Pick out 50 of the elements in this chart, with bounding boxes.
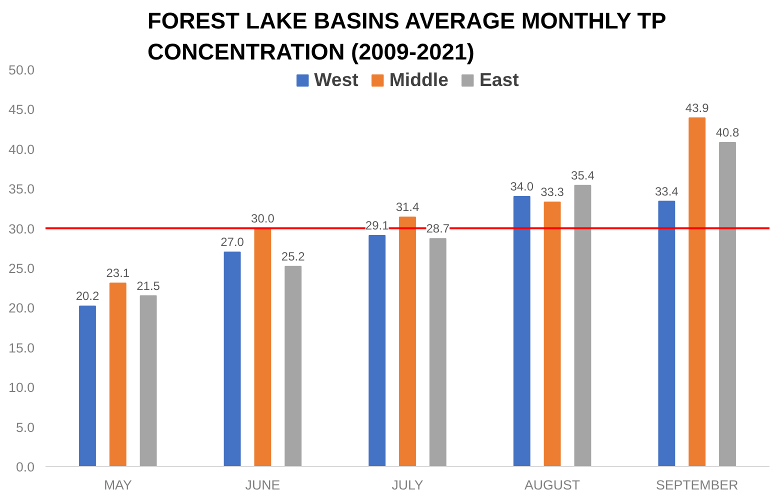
x-tick-label: SEPTEMBER [656,478,738,492]
bar [658,200,676,466]
bar [513,196,530,466]
data-label: 28.7 [426,222,450,236]
legend-label: Middle [389,69,448,91]
x-tick-label: AUGUST [524,478,580,492]
bar [399,216,416,466]
legend-label: West [314,69,358,91]
x-tick-label: MAY [104,478,132,492]
legend-label: East [479,69,519,91]
y-tick-label: 40.0 [8,142,35,157]
data-label: 33.4 [655,184,679,198]
bar [284,266,302,466]
data-label: 20.2 [76,289,100,304]
data-label: 21.5 [136,278,160,293]
data-label: 30.0 [251,211,275,226]
bar [429,238,446,466]
y-tick-label: 0.0 [16,460,35,474]
data-label: 23.1 [106,266,130,280]
bar [719,142,736,466]
x-tick-label: JULY [392,478,424,492]
data-label: 35.4 [571,168,595,182]
bar [688,117,706,466]
bar [79,306,96,466]
bar [254,228,272,466]
data-label: 25.2 [281,249,306,264]
bar [140,295,157,466]
y-tick-label: 25.0 [8,261,35,276]
y-tick-label: 45.0 [8,102,35,118]
y-tick-label: 20.0 [8,300,35,316]
data-label: 27.0 [220,235,244,250]
x-tick-label: JUNE [245,478,280,492]
bar [574,184,592,466]
data-label: 31.4 [396,200,420,214]
bar [544,202,561,466]
y-tick-label: 35.0 [8,182,35,197]
data-label: 29.1 [365,218,390,232]
bar [109,282,126,466]
data-label: 34.0 [510,180,534,194]
y-tick-label: 30.0 [8,221,35,236]
y-tick-label: 10.0 [8,380,35,396]
bar [368,234,386,466]
bar [224,252,241,466]
y-tick-label: 15.0 [8,340,35,356]
y-tick-label: 5.0 [16,420,35,435]
data-label: 33.3 [540,185,564,200]
chart-title: FOREST LAKE BASINS AVERAGE MONTHLY TP CONCENTRATION (2009-2021) [148,7,666,64]
data-label: 40.8 [716,126,740,140]
y-tick-label: 50.0 [8,62,35,78]
data-label: 43.9 [685,100,710,115]
